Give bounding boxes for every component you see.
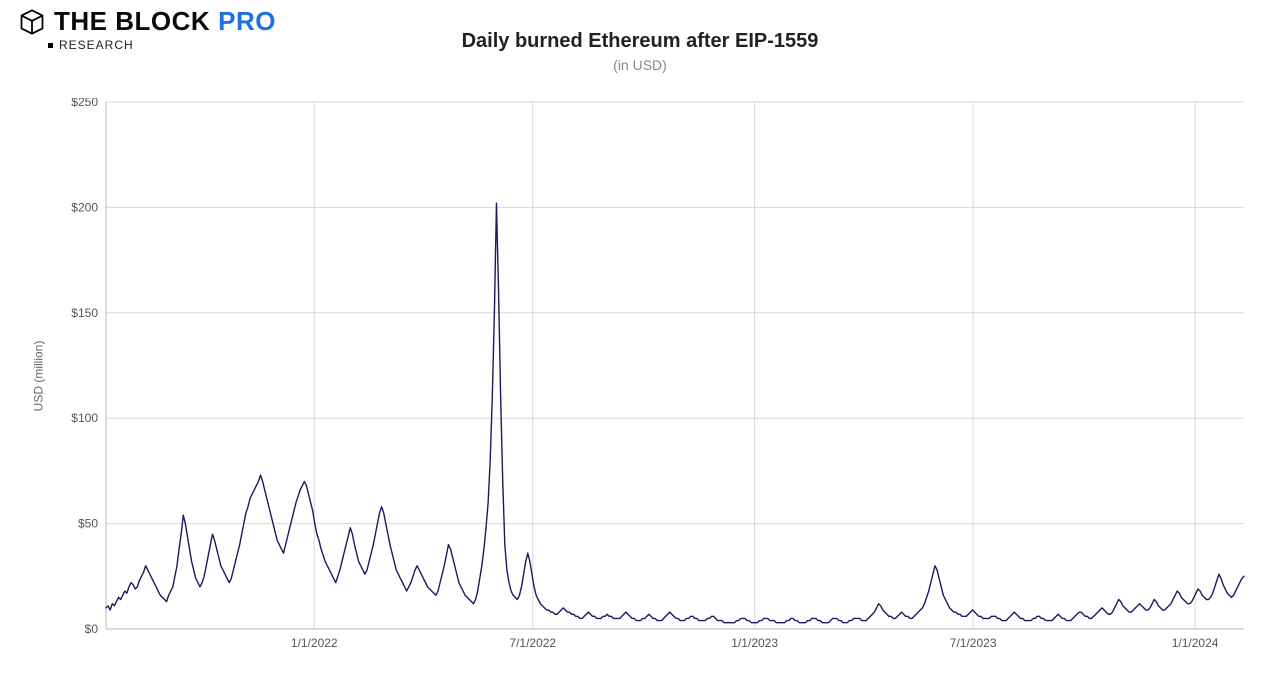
chart-title: Daily burned Ethereum after EIP-1559 bbox=[0, 30, 1280, 53]
svg-text:1/1/2024: 1/1/2024 bbox=[1172, 636, 1219, 650]
chart-plot: $0$50$100$150$200$250 1/1/20227/1/20221/… bbox=[60, 98, 1250, 653]
svg-text:$100: $100 bbox=[71, 411, 98, 425]
svg-text:$250: $250 bbox=[71, 98, 98, 109]
chart-gridlines bbox=[106, 102, 1244, 629]
svg-text:$50: $50 bbox=[78, 517, 98, 531]
svg-text:$150: $150 bbox=[71, 306, 98, 320]
svg-text:7/1/2023: 7/1/2023 bbox=[950, 636, 997, 650]
chart-svg: $0$50$100$150$200$250 1/1/20227/1/20221/… bbox=[60, 98, 1250, 653]
chart-subtitle: (in USD) bbox=[0, 57, 1280, 73]
x-axis: 1/1/2022 7/1/2022 1/1/2023 7/1/2023 1/1/2024 bbox=[291, 636, 1219, 650]
y-axis-title-wrap: USD (million) bbox=[18, 98, 58, 653]
chart-titles: Daily burned Ethereum after EIP-1559 (in… bbox=[0, 30, 1280, 73]
y-axis-title: USD (million) bbox=[31, 340, 45, 411]
y-axis: $0 $50 $100 $150 $200 $250 bbox=[71, 98, 98, 636]
svg-text:$200: $200 bbox=[71, 200, 98, 214]
svg-text:$0: $0 bbox=[85, 622, 99, 636]
svg-text:1/1/2023: 1/1/2023 bbox=[731, 636, 778, 650]
data-series-line bbox=[106, 203, 1244, 623]
svg-text:1/1/2022: 1/1/2022 bbox=[291, 636, 338, 650]
svg-text:7/1/2022: 7/1/2022 bbox=[509, 636, 556, 650]
